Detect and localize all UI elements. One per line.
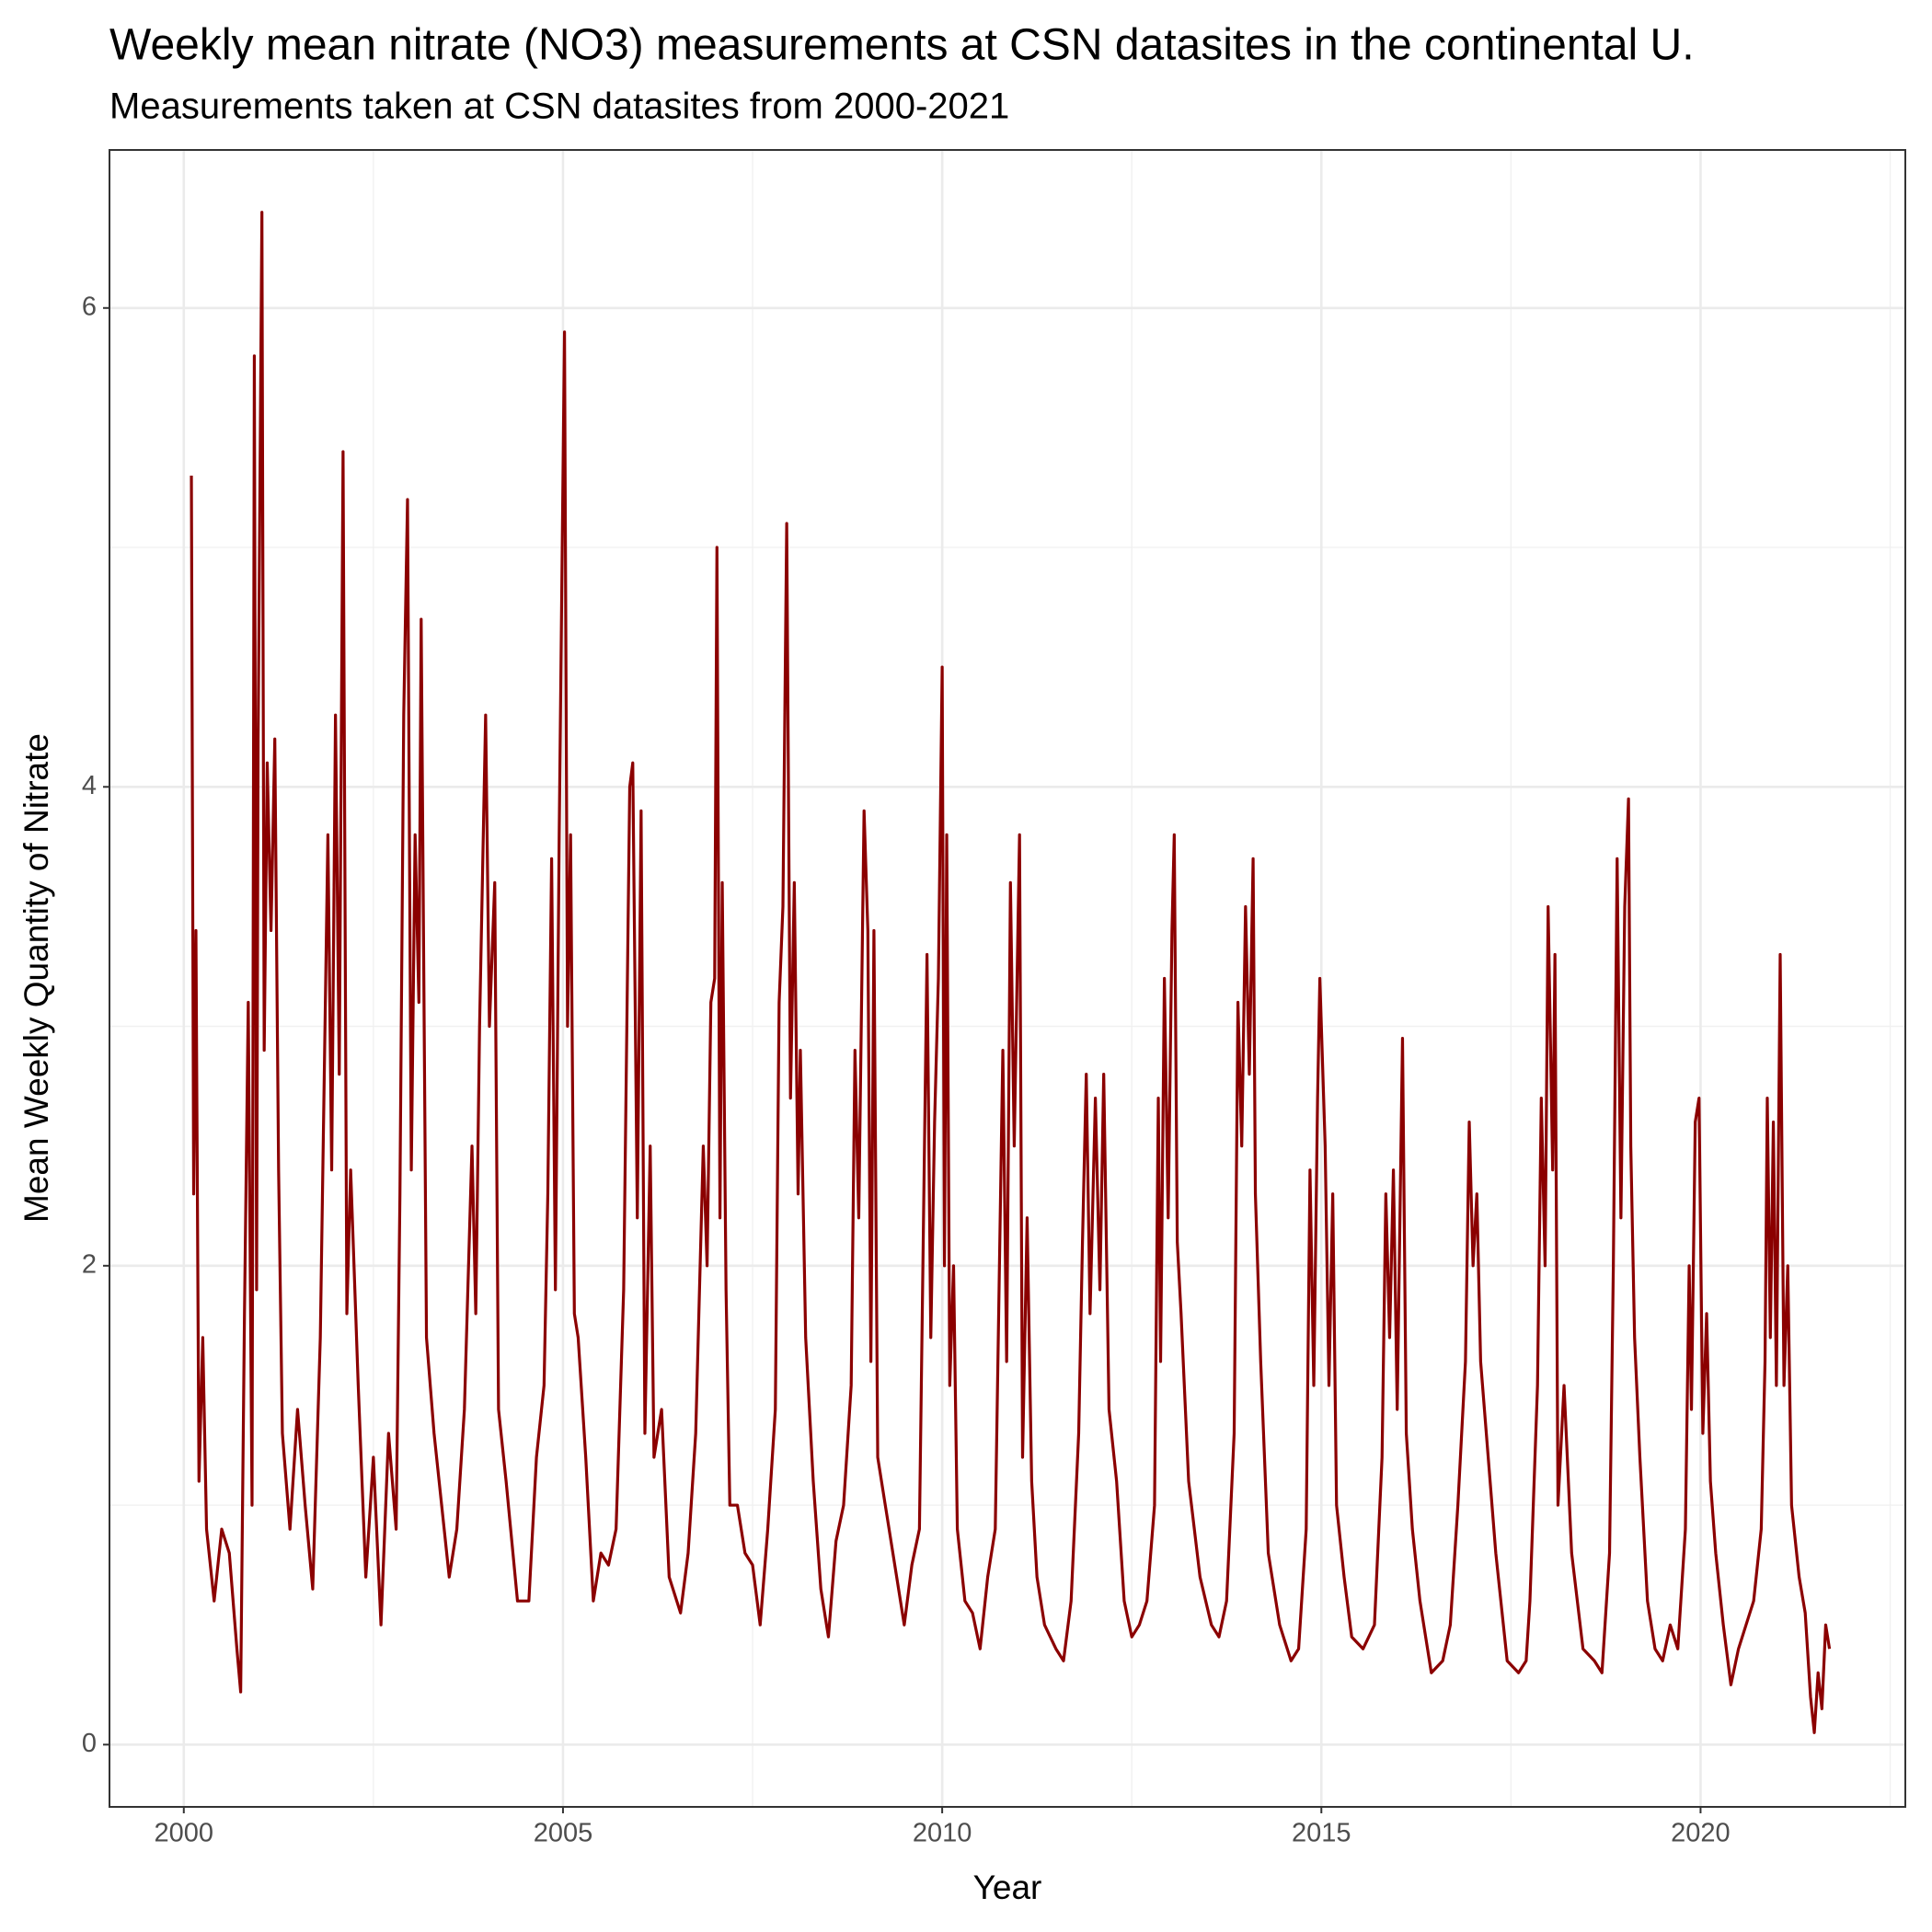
panel-border (109, 149, 1906, 1808)
x-tick-label: 2005 (534, 1819, 593, 1848)
y-tick-label: 6 (82, 292, 97, 321)
plot-area (190, 211, 1832, 1734)
x-tick-label: 2015 (1292, 1819, 1351, 1848)
axes: 0 2 4 6 2000 2005 2010 2015 2020 (82, 292, 1731, 1847)
x-tick-label: 2000 (155, 1819, 214, 1848)
y-axis-title: Mean Weekly Quantity of Nitrate (17, 733, 55, 1223)
chart-subtitle: Measurements taken at CSN datasites from… (109, 86, 1009, 127)
x-tick-label: 2010 (913, 1819, 972, 1848)
chart-title: Weekly mean nitrate (NO3) measurements a… (109, 21, 1695, 70)
data-line (190, 211, 1832, 1734)
y-tick-label: 0 (82, 1729, 97, 1758)
x-axis-title: Year (973, 1869, 1042, 1906)
y-tick-label: 2 (82, 1249, 97, 1279)
x-tick-label: 2020 (1671, 1819, 1731, 1848)
y-tick-label: 4 (82, 771, 97, 800)
